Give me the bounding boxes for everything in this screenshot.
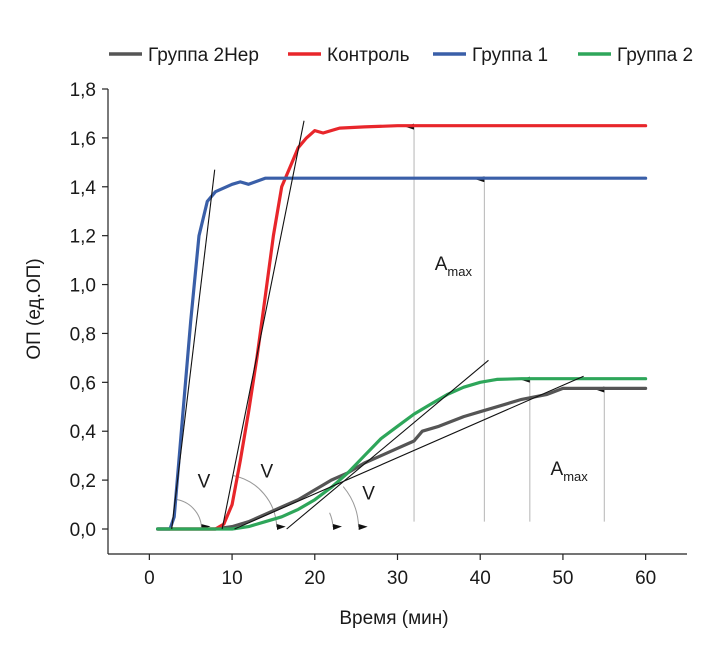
x-tick-label: 10 bbox=[222, 568, 243, 589]
legend-label: Группа 2Hep bbox=[148, 45, 259, 66]
y-tick-label: 1,2 bbox=[70, 227, 96, 248]
x-axis-title: Время (мин) bbox=[339, 608, 448, 629]
series-line-группа-2 bbox=[156, 377, 648, 531]
x-tick-label: 30 bbox=[387, 568, 408, 589]
tangent-line bbox=[234, 375, 584, 530]
annotation-v1: V bbox=[198, 471, 211, 492]
tangent-line bbox=[171, 169, 216, 530]
velocity-angle-arc bbox=[342, 486, 368, 530]
y-tick-label: 0,4 bbox=[70, 422, 97, 443]
series-line-контроль bbox=[156, 124, 648, 531]
y-tick-label: 1,8 bbox=[70, 80, 96, 101]
y-tick-label: 1,6 bbox=[70, 129, 96, 150]
y-tick-label: 0,0 bbox=[70, 520, 96, 541]
series-line-группа-2hep bbox=[156, 386, 648, 531]
legend-label: Группа 1 bbox=[472, 45, 548, 66]
tangent-line bbox=[286, 359, 489, 530]
x-tick-label: 60 bbox=[635, 568, 656, 589]
annotation-amax1: Amax bbox=[435, 254, 473, 279]
legend-label: Контроль bbox=[327, 45, 410, 66]
y-tick-label: 0,6 bbox=[70, 373, 96, 394]
annotation-v3: V bbox=[362, 484, 375, 505]
velocity-angle-arc bbox=[329, 512, 342, 530]
y-tick-label: 1,4 bbox=[70, 178, 97, 199]
y-tick-label: 1,0 bbox=[70, 276, 96, 297]
legend-label: Группа 2 bbox=[617, 45, 693, 66]
x-tick-label: 40 bbox=[470, 568, 491, 589]
annotation-amax2: Amax bbox=[551, 459, 589, 484]
tangent-line bbox=[221, 120, 305, 530]
series-line-группа-1 bbox=[156, 176, 648, 531]
x-tick-label: 50 bbox=[552, 568, 573, 589]
x-tick-label: 0 bbox=[144, 568, 155, 589]
y-tick-label: 0,8 bbox=[70, 324, 96, 345]
y-tick-label: 0,2 bbox=[70, 471, 96, 492]
velocity-angle-arc bbox=[175, 498, 211, 530]
x-tick-label: 20 bbox=[304, 568, 325, 589]
annotation-v2: V bbox=[260, 462, 273, 483]
y-axis-title: ОП (ед.ОП) bbox=[24, 258, 45, 359]
